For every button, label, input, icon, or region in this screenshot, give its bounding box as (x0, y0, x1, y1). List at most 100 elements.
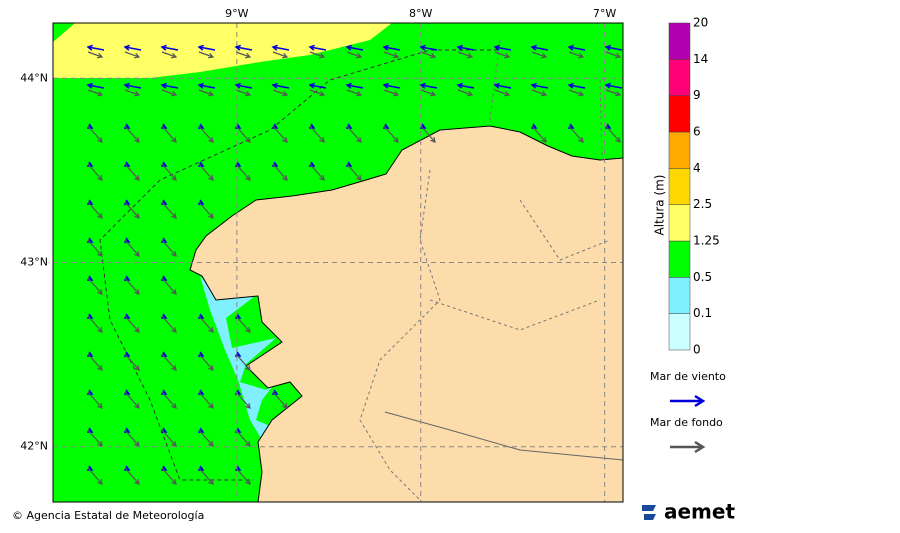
legend-arrow (670, 394, 706, 408)
arrow (494, 89, 511, 97)
graticule (53, 23, 623, 502)
colorbar-label: 20 (693, 16, 708, 30)
arrow (456, 82, 475, 89)
arrow (86, 44, 105, 51)
arrow (235, 125, 251, 143)
arrow (124, 391, 140, 409)
legend-label: Mar de viento (650, 370, 726, 383)
arrow (198, 125, 214, 143)
arrow (87, 429, 103, 447)
arrow (87, 239, 103, 257)
arrow (123, 82, 142, 89)
arrow (161, 467, 177, 485)
arrow (235, 315, 251, 333)
arrow (124, 89, 141, 97)
arrow (161, 201, 177, 219)
province-borders (359, 39, 611, 501)
arrow (87, 51, 104, 59)
arrow (346, 125, 362, 143)
arrow (346, 51, 363, 59)
arrow (235, 353, 251, 371)
arrow (160, 44, 179, 51)
arrow (271, 44, 290, 51)
colorbar-band (668, 22, 691, 60)
arrow (86, 82, 105, 89)
colorbar-band (668, 240, 691, 278)
arrow (605, 125, 621, 143)
arrow (161, 315, 177, 333)
arrow (87, 163, 103, 181)
arrow (235, 467, 251, 485)
arrow (161, 391, 177, 409)
arrow (198, 89, 215, 97)
arrow (124, 201, 140, 219)
credit: © Agencia Estatal de Meteorología (12, 509, 204, 522)
map-frame (52, 22, 624, 503)
arrow (530, 82, 549, 89)
arrow (383, 125, 399, 143)
arrow (161, 239, 177, 257)
arrow (531, 125, 547, 143)
logo-icon (642, 505, 656, 520)
land (189, 125, 623, 502)
arrow (124, 51, 141, 59)
colorbar-label: 4 (693, 161, 701, 175)
arrow (124, 125, 140, 143)
arrow (419, 82, 438, 89)
calm-zone (200, 276, 276, 440)
arrow (197, 82, 216, 89)
arrow (161, 353, 177, 371)
colorbar-label: 1.25 (693, 234, 720, 248)
arrow (309, 163, 325, 181)
colorbar-band (668, 313, 691, 351)
lon-label: 8°W (409, 7, 432, 20)
arrow (272, 89, 289, 97)
arrow (161, 89, 178, 97)
lon-label: 7°W (593, 7, 616, 20)
arrow (309, 125, 325, 143)
colorbar-label: 9 (693, 88, 701, 102)
arrow (235, 391, 251, 409)
zone-border (99, 49, 498, 481)
arrow (124, 467, 140, 485)
map-ticks: 9°W 8°W 7°W 44°N 43°N 42°N (20, 7, 616, 453)
arrow (567, 82, 586, 89)
arrow (235, 89, 252, 97)
lat-label: 43°N (20, 256, 48, 269)
arrow (198, 163, 214, 181)
arrow (309, 51, 326, 59)
arrow (160, 82, 179, 89)
arrow (567, 44, 586, 51)
arrow (87, 201, 103, 219)
arrow (161, 125, 177, 143)
arrow (235, 429, 251, 447)
colorbar-band (668, 204, 691, 242)
lat-label: 44°N (20, 71, 48, 84)
arrow (345, 44, 364, 51)
arrow (235, 163, 251, 181)
arrow (382, 44, 401, 51)
arrow (457, 89, 474, 97)
arrow (198, 201, 214, 219)
colorbar-band (668, 131, 691, 169)
arrow (161, 51, 178, 59)
logo: aemet (664, 500, 735, 524)
arrow (198, 353, 214, 371)
arrow (161, 163, 177, 181)
arrow (124, 163, 140, 181)
arrow (87, 353, 103, 371)
colorbar-label: 0.1 (693, 306, 712, 320)
legend: Mar de viento Mar de fondo (650, 370, 726, 454)
arrow (605, 51, 622, 59)
arrow (124, 353, 140, 371)
legend-arrow (670, 440, 706, 454)
arrow (272, 163, 288, 181)
arrow (272, 51, 289, 59)
arrow (345, 82, 364, 89)
arrow (494, 51, 511, 59)
arrow (198, 51, 215, 59)
arrow (124, 277, 140, 295)
map (53, 23, 623, 502)
colorbar: 0 0.1 0.5 1.25 2.5 4 6 9 14 20 (668, 16, 720, 357)
